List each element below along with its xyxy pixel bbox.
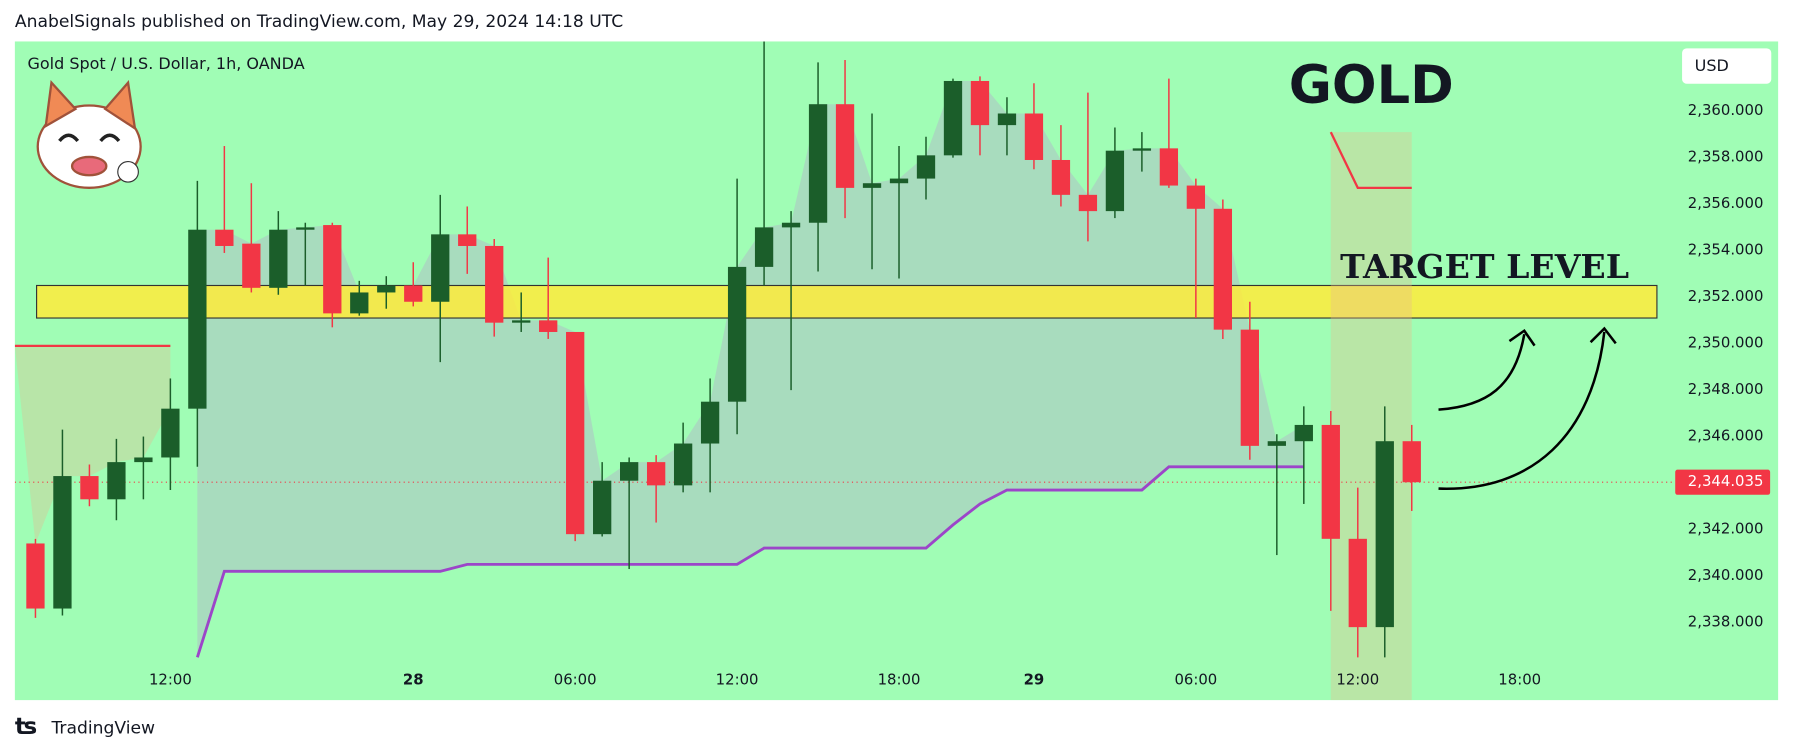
candle-body: [862, 183, 882, 188]
x-tick-label: 12:00: [149, 671, 192, 689]
x-tick-label: 18:00: [1498, 671, 1541, 689]
candle-body: [1078, 194, 1098, 212]
candle-body: [512, 320, 531, 323]
candle-body: [808, 104, 828, 223]
x-tick-label: 18:00: [878, 671, 921, 689]
y-tick-label: 2,340.000: [1688, 566, 1764, 584]
candle-body: [1321, 424, 1340, 539]
candle-body: [188, 229, 207, 409]
candle-body: [835, 104, 855, 188]
candle-body: [620, 462, 639, 481]
candle-body: [1105, 150, 1125, 212]
candle-body: [781, 222, 801, 228]
candle-body: [754, 227, 774, 267]
mascot: [36, 80, 142, 189]
currency-button[interactable]: [1682, 48, 1772, 84]
candle-body: [1240, 329, 1259, 446]
target-zone: [36, 284, 1658, 319]
candle-body: [404, 285, 423, 302]
candle-body: [1294, 424, 1313, 442]
candle-body: [1213, 208, 1233, 330]
x-tick-label: 28: [403, 671, 424, 689]
candle-body: [107, 462, 126, 500]
candle-body: [1186, 185, 1206, 209]
candle-body: [997, 113, 1017, 126]
candle-body: [323, 225, 342, 314]
candle-body: [889, 178, 909, 184]
x-tick-label: 06:00: [554, 671, 597, 689]
candle-body: [350, 292, 369, 314]
logo-mark: ʦ: [15, 714, 37, 740]
candle-body: [431, 234, 450, 302]
last-price-tag: [1675, 469, 1771, 495]
candle-body: [458, 234, 477, 246]
y-tick-label: 2,348.000: [1688, 380, 1764, 398]
position-box: [1330, 132, 1412, 701]
plot-area: [14, 41, 1673, 701]
symbol-label: Gold Spot / U.S. Dollar, 1h, OANDA: [27, 54, 304, 73]
candle-body: [970, 80, 990, 126]
price-band: [197, 80, 1304, 658]
candle-body: [943, 80, 963, 156]
footer: TradingView: [50, 719, 155, 739]
candle-body: [1348, 538, 1367, 628]
x-tick-label: 29: [1024, 671, 1045, 689]
candle-body: [80, 476, 99, 500]
last-price-label: 2,344.035: [1688, 472, 1764, 490]
y-tick-label: 2,354.000: [1688, 241, 1764, 259]
y-tick-label: 2,338.000: [1688, 612, 1764, 630]
x-tick-label: 12:00: [716, 671, 759, 689]
position-line: [1329, 131, 1412, 190]
candle-body: [1024, 113, 1044, 160]
y-tick-label: 2,356.000: [1688, 194, 1764, 212]
candle-body: [916, 155, 936, 179]
candle-body: [1267, 441, 1286, 446]
candle-body: [1375, 441, 1394, 628]
candle-body: [1159, 148, 1179, 186]
candle-body: [215, 229, 234, 246]
candle-body: [161, 408, 180, 458]
candle-body: [700, 401, 720, 444]
y-tick-label: 2,358.000: [1688, 148, 1764, 166]
y-tick-label: 2,350.000: [1688, 334, 1764, 352]
x-tick-label: 12:00: [1336, 671, 1379, 689]
annotation: TARGET LEVEL: [1340, 247, 1629, 286]
candle-body: [377, 285, 396, 293]
candle-body: [242, 243, 261, 288]
stop-line: [196, 465, 1304, 658]
candle-body: [539, 320, 558, 332]
candle-body: [673, 443, 693, 486]
candle-body: [566, 331, 585, 535]
candle-body: [53, 476, 72, 609]
candle-body: [727, 266, 747, 402]
candle-body: [646, 462, 666, 486]
candle-body: [296, 227, 315, 230]
y-tick-label: 2,360.000: [1688, 101, 1764, 119]
candle-body: [1051, 159, 1071, 195]
currency-label: USD: [1695, 56, 1729, 75]
candle-body: [1132, 148, 1152, 151]
y-tick-label: 2,342.000: [1688, 520, 1764, 538]
arrows: [1438, 326, 1617, 490]
y-tick-label: 2,346.000: [1688, 427, 1764, 445]
candle-body: [593, 480, 612, 535]
candle-body: [1402, 441, 1421, 483]
chart-title: GOLD: [1289, 55, 1454, 116]
header: AnabelSignals published on TradingView.c…: [15, 12, 623, 32]
candle-body: [269, 229, 288, 288]
candle-body: [26, 543, 45, 609]
y-tick-label: 2,352.000: [1688, 287, 1764, 305]
candle-body: [485, 245, 504, 323]
x-tick-label: 06:00: [1174, 671, 1217, 689]
candle-body: [134, 457, 153, 463]
